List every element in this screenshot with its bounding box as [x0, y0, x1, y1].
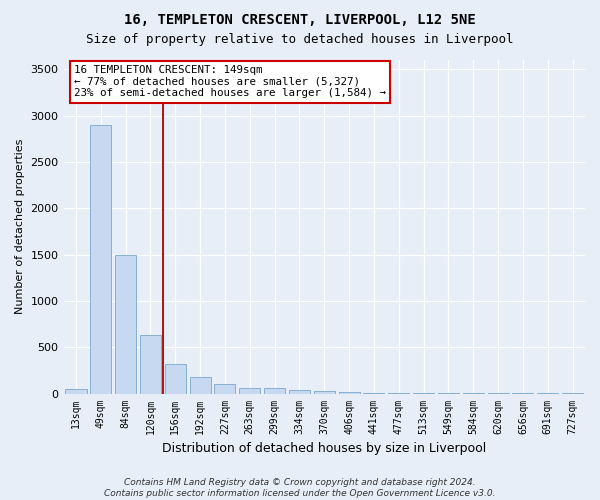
Bar [90, 125, 112, 394]
X-axis label: Distribution of detached houses by size in Liverpool: Distribution of detached houses by size … [162, 442, 487, 455]
Bar [165, 364, 186, 394]
Bar [388, 393, 409, 394]
Bar [65, 389, 86, 394]
Bar [364, 392, 385, 394]
Text: 16 TEMPLETON CRESCENT: 149sqm
← 77% of detached houses are smaller (5,327)
23% o: 16 TEMPLETON CRESCENT: 149sqm ← 77% of d… [74, 65, 386, 98]
Bar [314, 391, 335, 394]
Bar [140, 335, 161, 394]
Bar [214, 384, 235, 394]
Text: Contains HM Land Registry data © Crown copyright and database right 2024.
Contai: Contains HM Land Registry data © Crown c… [104, 478, 496, 498]
Y-axis label: Number of detached properties: Number of detached properties [15, 139, 25, 314]
Bar [239, 388, 260, 394]
Bar [190, 378, 211, 394]
Bar [264, 388, 285, 394]
Bar [115, 254, 136, 394]
Bar [289, 390, 310, 394]
Bar [338, 392, 359, 394]
Text: Size of property relative to detached houses in Liverpool: Size of property relative to detached ho… [86, 32, 514, 46]
Text: 16, TEMPLETON CRESCENT, LIVERPOOL, L12 5NE: 16, TEMPLETON CRESCENT, LIVERPOOL, L12 5… [124, 12, 476, 26]
